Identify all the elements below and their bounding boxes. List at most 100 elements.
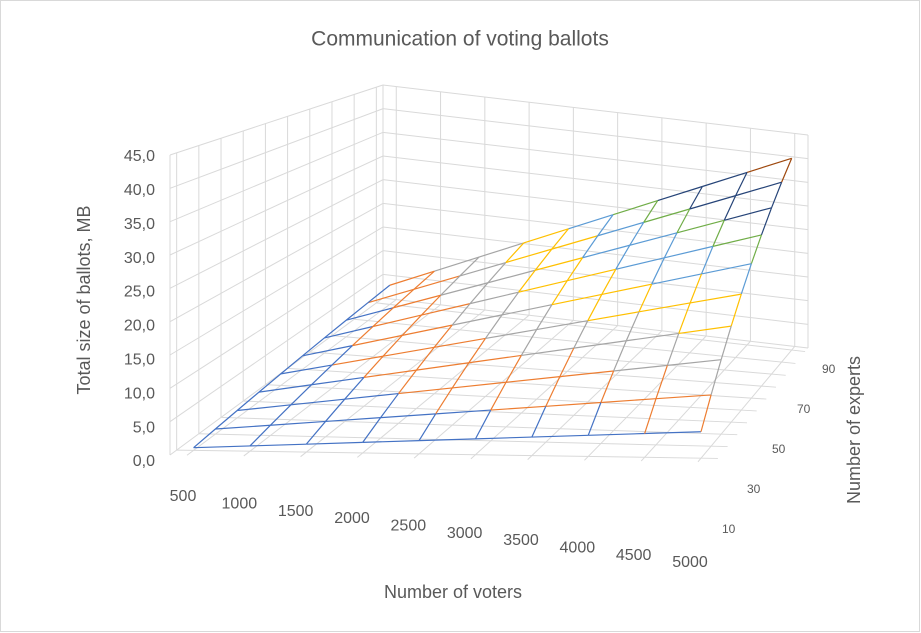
surface-segment	[452, 381, 507, 389]
surface-segment	[626, 332, 679, 342]
surface-segment	[613, 364, 668, 372]
grid-line	[527, 330, 663, 460]
y-tick-label: 25,0	[124, 284, 155, 301]
y-tick-label: 10,0	[124, 385, 155, 402]
surface-segment	[469, 291, 519, 305]
surface-segment	[372, 307, 394, 327]
depth-tick-label: 30	[747, 482, 761, 496]
surface-segment	[535, 257, 583, 271]
surface-segment	[559, 347, 575, 377]
surface-segment	[433, 324, 453, 348]
surface-segment	[490, 381, 507, 411]
surface-segment	[643, 200, 659, 223]
surface-segment	[331, 345, 353, 366]
surface-segment	[600, 398, 657, 404]
x-tick-label: 500	[170, 488, 197, 505]
surface-segment	[587, 402, 602, 436]
surface-segment	[345, 302, 369, 321]
surface-segment	[587, 294, 603, 321]
surface-segment	[700, 246, 714, 275]
surface-segment	[249, 443, 307, 447]
surface-segment	[416, 362, 469, 371]
surface-segment	[236, 391, 260, 411]
y-tick-label: 15,0	[124, 352, 155, 369]
surface-segment	[440, 275, 461, 296]
surface-segment	[702, 171, 748, 188]
x-tick-label: 5000	[672, 554, 708, 571]
surface-segment	[505, 242, 525, 263]
grid-line	[357, 314, 530, 458]
surface-segment	[362, 440, 420, 443]
surface-segment	[352, 326, 374, 347]
surface-segment	[474, 409, 492, 440]
surface-segment	[421, 303, 471, 316]
surface-segment	[666, 333, 680, 366]
surface-segment	[573, 320, 589, 349]
surface-segment	[678, 325, 732, 335]
surface-segment	[663, 232, 678, 259]
x-axis-title: Number of voters	[384, 582, 522, 602]
surface-segment	[638, 283, 653, 313]
surface-segment	[302, 337, 325, 357]
grid-line	[470, 325, 618, 460]
surface-segment	[344, 377, 365, 400]
surface-segment	[730, 293, 742, 327]
surface-segment	[363, 355, 384, 378]
surface-segment	[258, 384, 312, 393]
surface-segment	[545, 401, 601, 407]
surface-segment	[735, 172, 748, 196]
surface-segment	[746, 157, 792, 173]
surface-segment	[568, 214, 614, 230]
surface-segment	[459, 261, 507, 277]
surface-segment	[518, 280, 568, 293]
surface-segment	[363, 369, 417, 379]
surface-segment	[629, 232, 678, 246]
surface-segment	[505, 248, 552, 264]
depth-tick-label: 90	[822, 362, 836, 376]
surface-segment	[487, 262, 507, 284]
surface-segment	[601, 268, 617, 295]
surface-segment	[567, 268, 616, 282]
surface-segment	[638, 302, 691, 313]
surface-segment	[290, 398, 345, 406]
surface-segment	[601, 283, 652, 296]
surface-segment	[413, 270, 435, 290]
surface-segment	[193, 428, 216, 449]
grid-line	[176, 449, 718, 459]
grid-line	[198, 433, 728, 448]
surface-segment	[678, 302, 691, 334]
surface-segment	[597, 214, 614, 237]
y-tick-label: 20,0	[124, 318, 155, 335]
surface-segment	[735, 181, 782, 197]
surface-segment	[534, 248, 553, 271]
surface-segment	[723, 195, 737, 221]
surface-segment	[657, 185, 703, 202]
surface-segment	[644, 431, 702, 435]
surface-segment	[401, 314, 422, 336]
surface-segment	[712, 220, 725, 247]
surface-segment	[393, 294, 441, 309]
y-tick-label: 35,0	[124, 216, 155, 233]
depth-axis-title: Number of experts	[844, 356, 864, 504]
grid-line	[309, 351, 777, 388]
depth-tick-label: 50	[772, 442, 786, 456]
surface-segment	[434, 256, 480, 272]
surface-segment	[311, 364, 333, 386]
surface-segment	[724, 207, 772, 221]
chart-title: Communication of voting ballots	[311, 28, 609, 51]
surface-segment	[612, 200, 658, 216]
surface-segment	[215, 424, 271, 430]
surface-segment	[452, 314, 503, 326]
surface-segment	[415, 346, 435, 371]
surface-segment	[345, 307, 394, 321]
surface-segment	[419, 438, 476, 442]
surface-segment	[651, 273, 702, 285]
surface-segment	[468, 338, 486, 364]
surface-segment	[644, 398, 657, 434]
surface-segment	[468, 354, 522, 364]
surface-segment	[588, 432, 645, 436]
surface-segment	[551, 235, 598, 250]
surface-segment	[372, 314, 422, 328]
surface-segment	[559, 370, 614, 378]
